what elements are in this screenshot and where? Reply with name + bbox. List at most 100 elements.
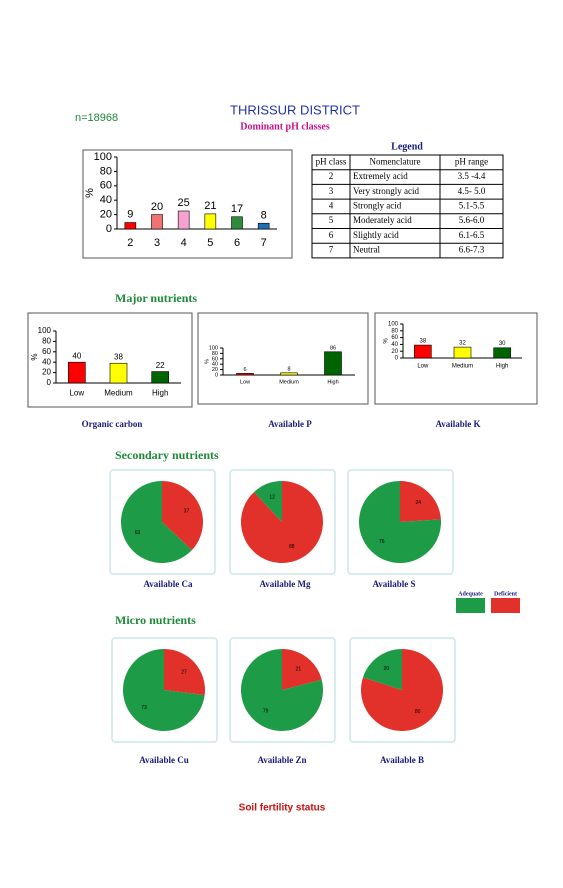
table-cell: Slightly acid bbox=[353, 230, 399, 240]
slice-label: 73 bbox=[141, 705, 147, 711]
value-label: 20 bbox=[151, 201, 163, 213]
y-tick-label: 80 bbox=[100, 165, 112, 177]
slice-label: 12 bbox=[269, 495, 275, 501]
sample-count: n=18968 bbox=[75, 112, 118, 124]
pie-slice bbox=[359, 481, 441, 563]
slice-label: 20 bbox=[384, 666, 390, 672]
pie-slice bbox=[120, 481, 192, 563]
bar bbox=[151, 371, 169, 384]
value-label: 8 bbox=[287, 366, 290, 372]
slice-label: 63 bbox=[135, 530, 141, 536]
footer: Soil fertility status bbox=[239, 803, 326, 814]
pie-slice bbox=[361, 649, 444, 731]
y-tick-label: 20 bbox=[100, 209, 112, 221]
y-tick-label: 60 bbox=[42, 347, 51, 356]
y-tick-label: 0 bbox=[395, 356, 399, 362]
y-tick-label: 100 bbox=[209, 345, 218, 351]
chart-caption: Available P bbox=[268, 419, 312, 429]
chart-caption: Available Mg bbox=[259, 579, 311, 589]
legend-title: Legend bbox=[391, 141, 423, 152]
x-tick-label: Medium bbox=[279, 380, 299, 386]
y-tick-label: 0 bbox=[106, 223, 112, 235]
pie-slice bbox=[253, 481, 282, 522]
section-heading: Major nutrients bbox=[115, 291, 197, 305]
x-tick-label: 2 bbox=[127, 237, 133, 249]
table-cell: Moderately acid bbox=[353, 215, 412, 225]
table-cell: 4 bbox=[329, 201, 334, 211]
bar bbox=[68, 361, 86, 384]
y-tick-label: 60 bbox=[391, 335, 398, 341]
y-axis-label: % bbox=[384, 338, 390, 344]
chart-caption: Organic carbon bbox=[82, 419, 143, 429]
value-label: 8 bbox=[261, 209, 267, 221]
slice-label: 80 bbox=[415, 709, 421, 715]
legend-label: Deficient bbox=[494, 591, 517, 597]
table-cell: 6 bbox=[329, 230, 334, 240]
bar bbox=[493, 347, 511, 359]
bar bbox=[257, 222, 270, 230]
value-label: 86 bbox=[330, 345, 336, 351]
table-header: pH class bbox=[316, 156, 347, 166]
bar bbox=[280, 372, 298, 376]
value-label: 21 bbox=[204, 200, 216, 212]
y-tick-label: 40 bbox=[391, 342, 398, 348]
pie-slice bbox=[162, 481, 203, 551]
bar bbox=[324, 351, 342, 376]
x-tick-label: 5 bbox=[207, 237, 213, 249]
value-label: 17 bbox=[231, 203, 243, 215]
y-tick-label: 20 bbox=[42, 368, 51, 377]
chart-frame bbox=[27, 312, 193, 408]
pie-slice bbox=[363, 649, 402, 690]
slice-label: 21 bbox=[296, 666, 302, 672]
x-tick-label: 3 bbox=[154, 237, 160, 249]
bar bbox=[204, 213, 217, 230]
table-header: Nomenclature bbox=[370, 156, 421, 166]
x-tick-label: Low bbox=[69, 389, 84, 398]
table-cell: 5 bbox=[329, 215, 334, 225]
bar bbox=[109, 362, 128, 384]
value-label: 32 bbox=[459, 340, 466, 346]
chart-frame bbox=[82, 149, 293, 259]
table-cell: 5.6-6.0 bbox=[459, 215, 485, 225]
y-tick-label: 100 bbox=[94, 151, 112, 163]
chart-caption: Available B bbox=[380, 755, 424, 765]
y-tick-label: 40 bbox=[212, 362, 218, 368]
x-tick-label: High bbox=[327, 380, 338, 386]
y-tick-label: 100 bbox=[38, 326, 52, 335]
table-cell: 3.5 -4.4 bbox=[458, 171, 486, 181]
bar bbox=[453, 346, 472, 359]
y-tick-label: 20 bbox=[212, 367, 218, 373]
y-tick-label: 100 bbox=[388, 322, 399, 328]
table-cell: 3 bbox=[329, 186, 334, 196]
slice-label: 88 bbox=[289, 544, 295, 550]
legend-swatch bbox=[456, 598, 485, 613]
slice-label: 79 bbox=[263, 708, 269, 714]
value-label: 38 bbox=[419, 338, 426, 344]
legend-swatch bbox=[491, 598, 520, 613]
value-label: 6 bbox=[243, 367, 246, 373]
bar bbox=[124, 222, 137, 230]
chart-title: Dominant pH classes bbox=[240, 121, 330, 132]
chart-caption: Available Zn bbox=[257, 755, 306, 765]
y-axis-label: % bbox=[204, 359, 210, 364]
x-tick-label: High bbox=[496, 363, 508, 369]
bar bbox=[236, 373, 254, 376]
y-tick-label: 0 bbox=[215, 372, 218, 378]
pie-slice bbox=[240, 649, 323, 731]
slice-label: 24 bbox=[415, 500, 421, 506]
table-cell: 7 bbox=[329, 245, 334, 255]
y-tick-label: 60 bbox=[212, 356, 218, 362]
pie-slice bbox=[400, 481, 441, 522]
x-tick-label: Medium bbox=[104, 389, 133, 398]
x-tick-label: Medium bbox=[452, 363, 473, 369]
table-cell: 6.1-6.5 bbox=[459, 230, 485, 240]
table-cell: Extremely acid bbox=[353, 171, 408, 181]
slice-label: 76 bbox=[379, 539, 385, 545]
pie-slice bbox=[164, 649, 205, 696]
table-cell: Strongly acid bbox=[353, 201, 402, 211]
x-tick-label: High bbox=[152, 389, 168, 398]
chart-caption: Available Ca bbox=[143, 579, 193, 589]
bar bbox=[151, 214, 163, 230]
table-cell: 5.1-5.5 bbox=[459, 201, 485, 211]
